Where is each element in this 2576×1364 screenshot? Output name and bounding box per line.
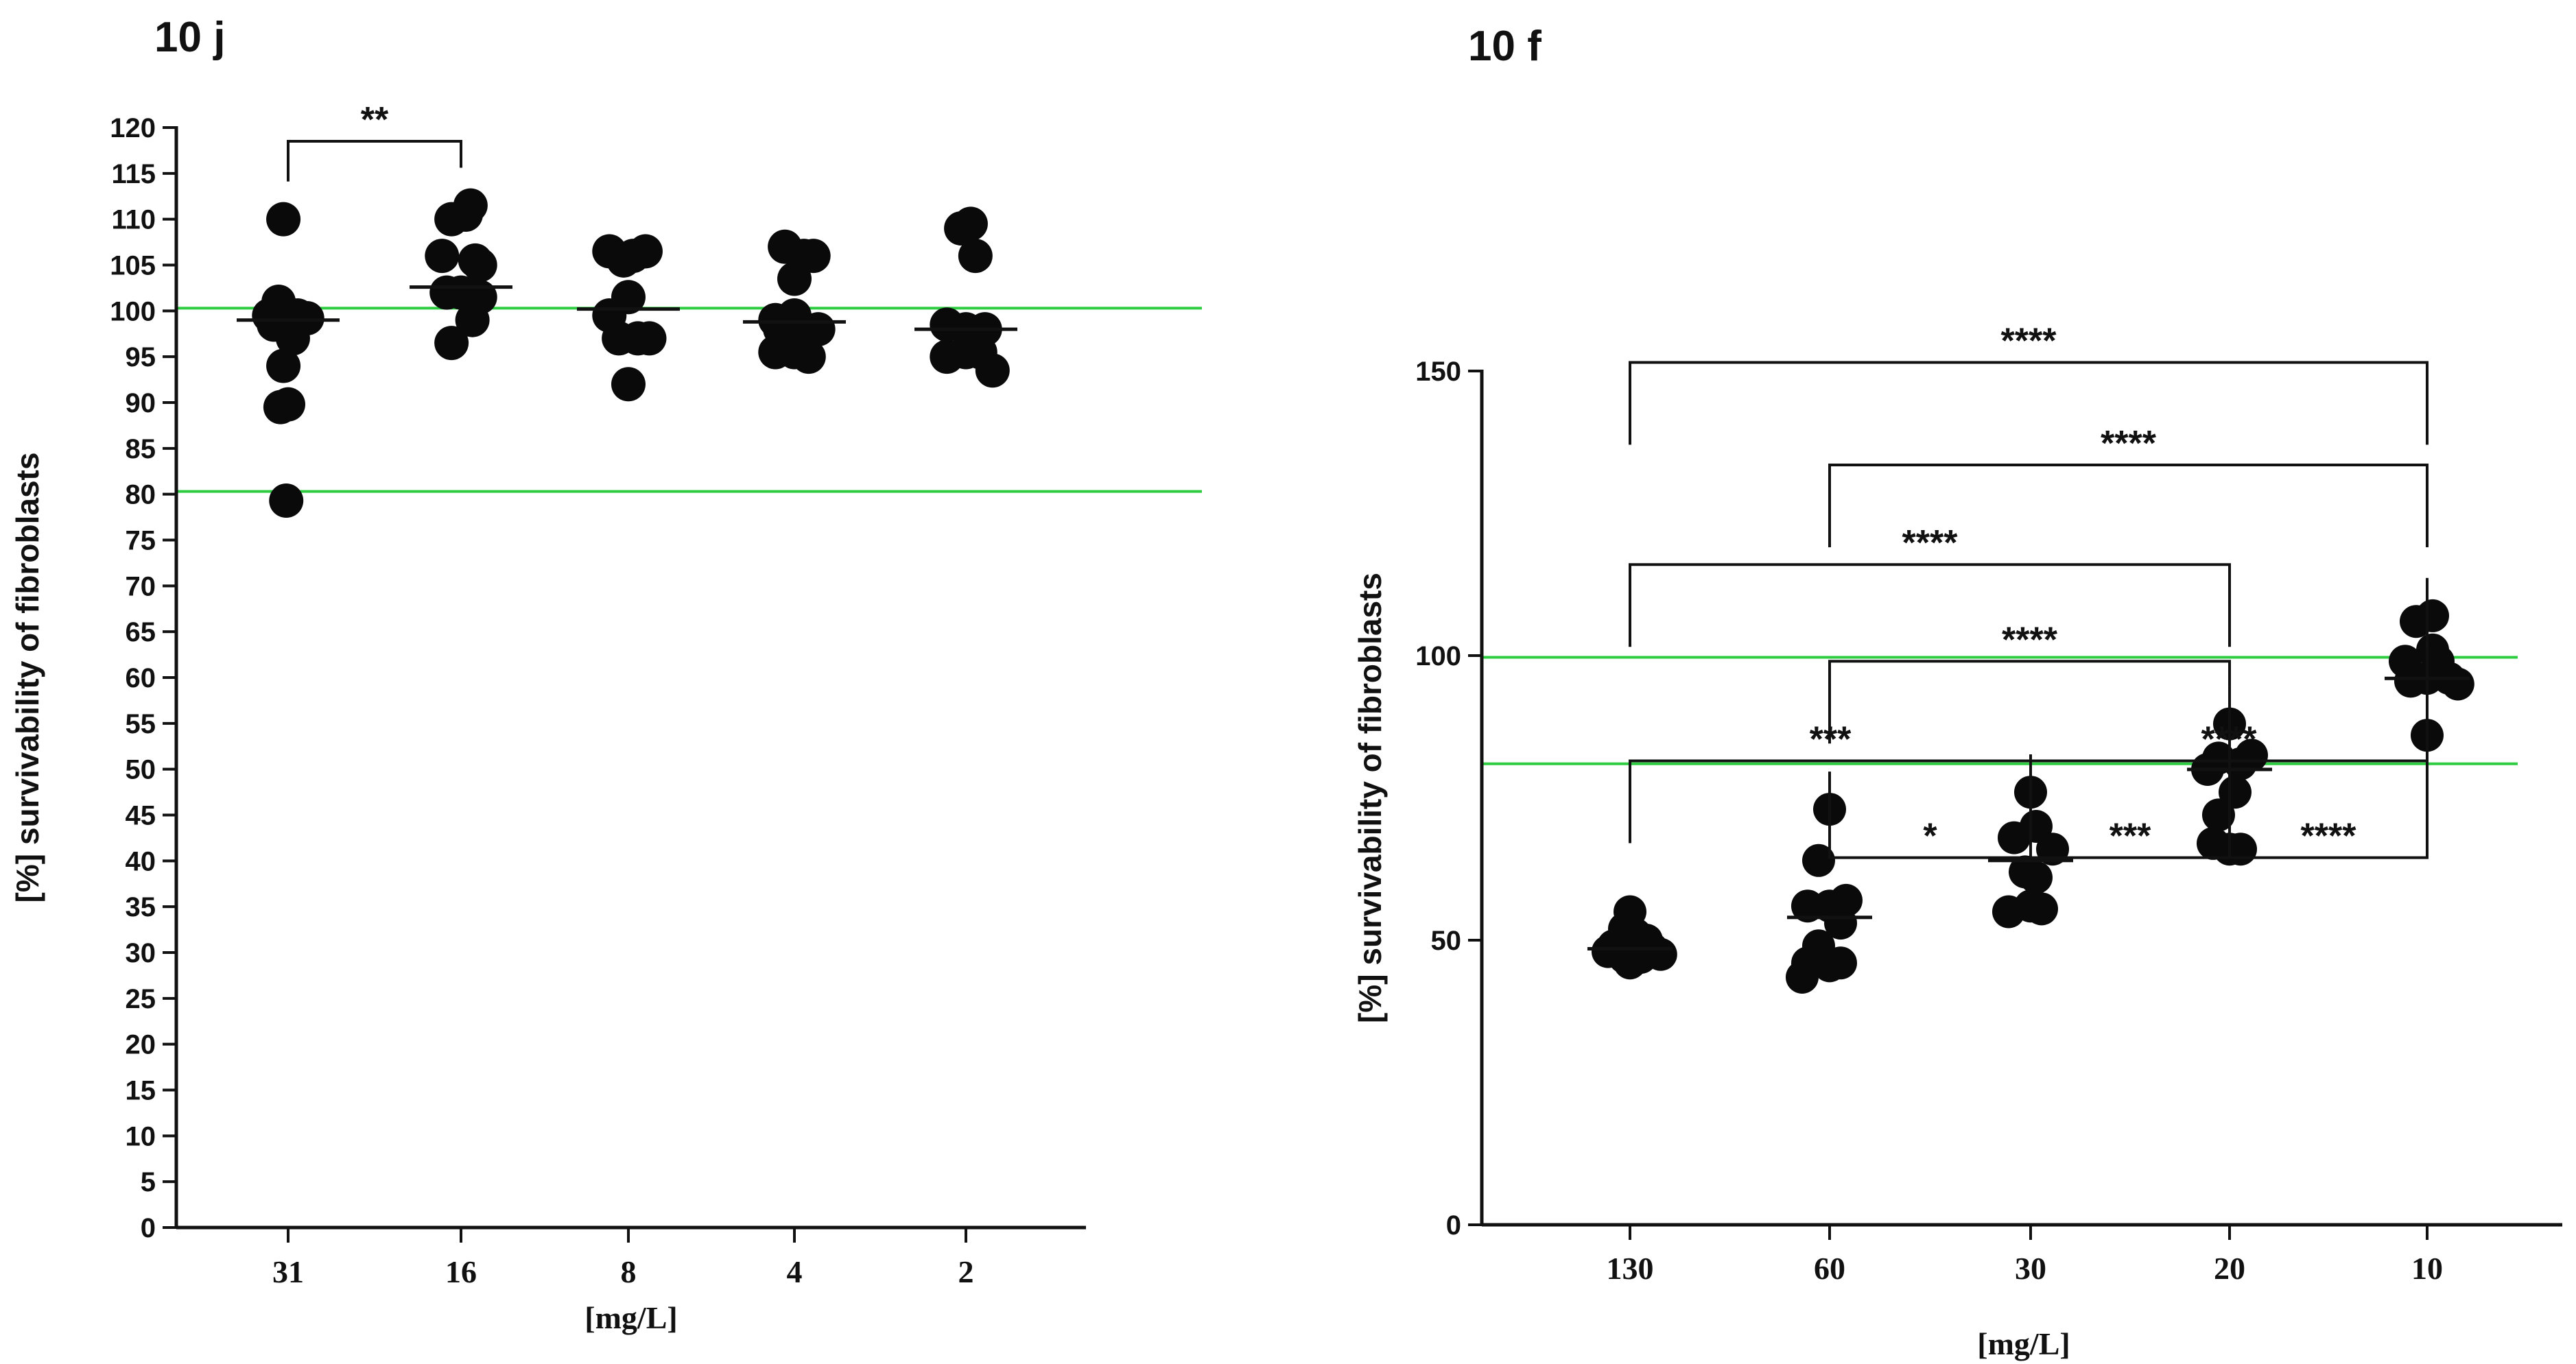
data-point [2441, 667, 2474, 701]
significance-label: **** [2001, 322, 2057, 361]
data-point [263, 390, 298, 424]
data-point [434, 326, 469, 361]
y-axis-label: [%] survivability of fibroblasts [1352, 573, 1388, 1023]
data-point [611, 280, 646, 315]
y-tick-label: 70 [126, 571, 156, 601]
y-tick-label: 10 [126, 1121, 156, 1151]
significance-label: **** [2101, 424, 2157, 464]
data-point [2020, 861, 2053, 894]
y-tick-label: 55 [126, 709, 156, 739]
y-tick-label: 100 [110, 296, 156, 326]
data-point [2025, 892, 2059, 926]
data-point [2020, 810, 2053, 843]
y-tick-label: 120 [110, 113, 156, 143]
x-tick-label: 2 [958, 1254, 974, 1289]
y-tick-label: 85 [126, 434, 156, 464]
data-point [266, 348, 301, 383]
x-tick-label: 10 [2411, 1251, 2443, 1286]
y-tick-label: 25 [126, 984, 156, 1014]
significance-label: **** [2002, 620, 2058, 660]
data-point [1785, 960, 1819, 994]
y-tick-label: 45 [126, 801, 156, 831]
data-point [453, 188, 488, 223]
y-tick-label: 115 [111, 159, 156, 189]
y-tick-label: 30 [126, 938, 156, 968]
data-point [958, 239, 993, 274]
data-point [628, 234, 663, 269]
data-point [269, 483, 304, 518]
panel-title: 10 j [154, 14, 225, 61]
data-point [632, 321, 667, 356]
x-tick-label: 20 [2214, 1251, 2245, 1286]
x-tick-label: 16 [445, 1254, 477, 1289]
y-tick-label: 150 [1415, 357, 1461, 387]
data-point [1824, 946, 1858, 980]
data-point [275, 321, 310, 356]
panel-title: 10 f [1468, 23, 1541, 70]
x-tick-label: 31 [272, 1254, 304, 1289]
data-point [975, 353, 1010, 388]
data-point [611, 367, 646, 402]
y-tick-label: 80 [126, 480, 156, 510]
significance-label: ** [361, 100, 389, 140]
data-point [266, 202, 301, 237]
significance-label: * [1923, 817, 1937, 857]
x-tick-label: 30 [2015, 1251, 2046, 1286]
significance-bracket [1629, 563, 2231, 647]
y-tick-label: 50 [126, 755, 156, 785]
y-tick-label: 95 [126, 342, 156, 372]
data-point [777, 261, 812, 296]
data-point [2416, 599, 2450, 632]
data-point [425, 239, 460, 274]
data-point [2219, 776, 2252, 809]
x-axis-label: [mg/L] [584, 1300, 677, 1335]
data-point [791, 339, 826, 374]
significance-label: **** [1902, 523, 1959, 563]
data-point [2201, 798, 2235, 832]
y-tick-label: 100 [1415, 641, 1461, 671]
x-axis-label: [mg/L] [1977, 1326, 2070, 1361]
y-tick-label: 20 [126, 1030, 156, 1060]
data-point [1614, 946, 1646, 980]
significance-bracket [2228, 577, 2429, 859]
significance-label: **** [2301, 817, 2357, 857]
y-tick-label: 105 [110, 251, 156, 281]
significance-bracket [1828, 660, 2231, 744]
y-tick-label: 5 [141, 1167, 156, 1197]
x-tick-label: 4 [787, 1254, 803, 1289]
y-tick-label: 60 [126, 663, 156, 693]
y-tick-label: 110 [111, 205, 156, 235]
x-tick-label: 130 [1607, 1251, 1654, 1286]
data-point [1801, 843, 1835, 877]
y-tick-label: 0 [1446, 1210, 1461, 1241]
y-tick-label: 40 [126, 846, 156, 876]
significance-label: *** [2110, 817, 2151, 857]
data-point [953, 206, 988, 241]
significance-bracket [1828, 463, 2429, 547]
data-point [455, 302, 490, 337]
y-tick-label: 35 [126, 892, 156, 922]
data-point [796, 239, 831, 274]
significance-bracket [1629, 361, 2429, 445]
y-tick-label: 0 [141, 1213, 156, 1243]
y-axis-label: [%] survivability of fibroblasts [10, 453, 45, 903]
data-point [2224, 747, 2258, 780]
y-tick-label: 50 [1431, 926, 1462, 956]
significance-bracket [287, 140, 462, 182]
y-tick-label: 90 [126, 388, 156, 418]
x-tick-label: 8 [621, 1254, 637, 1289]
data-point [1824, 907, 1858, 940]
data-point [462, 248, 497, 283]
y-tick-label: 15 [126, 1076, 156, 1106]
y-tick-label: 75 [126, 526, 156, 556]
chart-panel-2: 10 f 0 50 100 150 130 60 30 20 10 [%] survivabilit… [1352, 23, 2562, 1361]
chart-panel-1: 10 j 0 5 10 15 20 25 30 35 40 45 50 55 60 65 70 75 80 85 90… [10, 14, 1202, 1335]
y-tick-label: 65 [126, 617, 156, 647]
significance-label: *** [1810, 720, 1852, 760]
x-tick-label: 60 [1814, 1251, 1845, 1286]
